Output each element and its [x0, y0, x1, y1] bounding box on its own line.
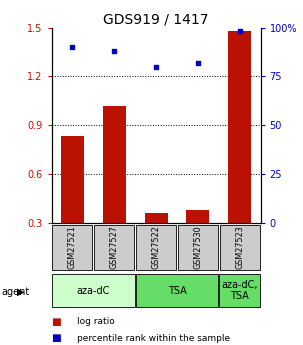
Text: aza-dC: aza-dC	[77, 286, 110, 296]
Text: log ratio: log ratio	[77, 317, 115, 326]
Bar	[186, 209, 209, 223]
Bar	[61, 136, 84, 223]
Bar	[219, 274, 260, 307]
Title: GDS919 / 1417: GDS919 / 1417	[103, 12, 209, 27]
Text: GSM27527: GSM27527	[110, 226, 119, 269]
Bar	[103, 106, 126, 223]
Text: GSM27530: GSM27530	[193, 226, 202, 269]
Text: GSM27522: GSM27522	[152, 226, 161, 269]
Bar	[136, 225, 176, 270]
Text: aza-dC,
TSA: aza-dC, TSA	[221, 280, 258, 301]
Text: percentile rank within the sample: percentile rank within the sample	[77, 334, 230, 343]
Text: ▶: ▶	[17, 287, 24, 296]
Bar	[145, 213, 168, 223]
Bar	[52, 225, 92, 270]
Bar	[94, 225, 134, 270]
Bar	[135, 274, 218, 307]
Point	[112, 48, 117, 54]
Point	[154, 64, 158, 69]
Bar	[228, 31, 251, 223]
Text: GSM27523: GSM27523	[235, 226, 244, 269]
Bar	[178, 225, 218, 270]
Text: agent: agent	[2, 287, 30, 296]
Point	[195, 60, 200, 66]
Point	[237, 29, 242, 34]
Bar	[52, 274, 135, 307]
Text: ■: ■	[52, 317, 61, 326]
Bar	[220, 225, 260, 270]
Text: TSA: TSA	[168, 286, 186, 296]
Text: GSM27521: GSM27521	[68, 226, 77, 269]
Point	[70, 44, 75, 50]
Text: ■: ■	[52, 333, 61, 343]
